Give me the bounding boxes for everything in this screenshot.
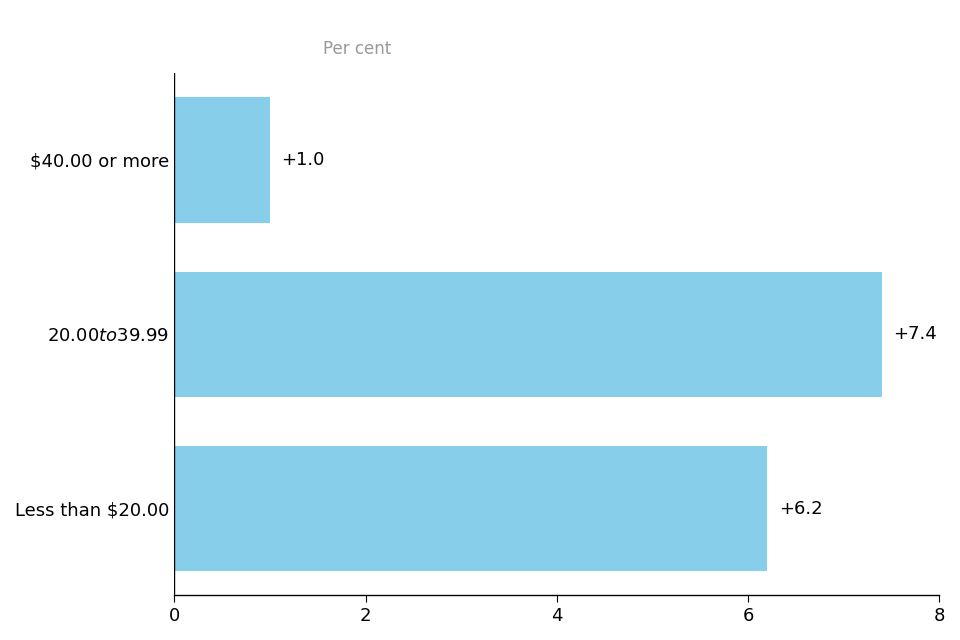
Bar [174,446,767,572]
Bar [174,97,270,223]
Bar [174,271,882,397]
Text: Per cent: Per cent [324,40,392,58]
Text: +6.2: +6.2 [779,500,823,518]
Text: +7.4: +7.4 [894,325,937,343]
Text: +1.0: +1.0 [281,151,324,169]
